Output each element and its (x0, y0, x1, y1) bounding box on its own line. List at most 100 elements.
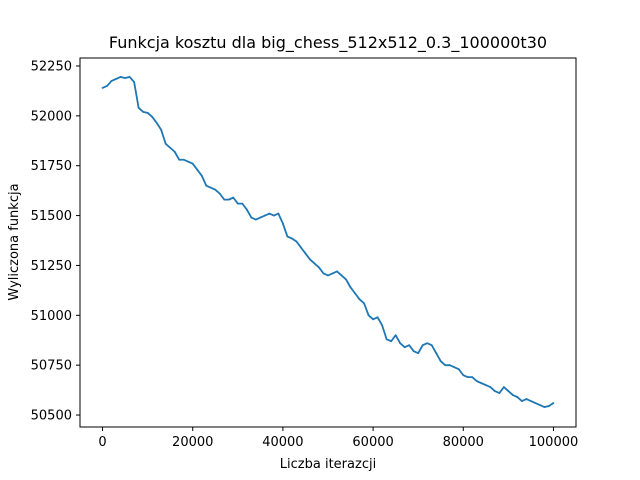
data-point (539, 404, 541, 406)
data-point (133, 81, 136, 83)
x-tick-label: 40000 (262, 435, 303, 450)
data-point (241, 202, 244, 205)
data-point (552, 402, 555, 404)
data-point (124, 77, 126, 79)
data-point (421, 344, 424, 347)
data-point (354, 292, 356, 295)
data-point (507, 390, 510, 392)
x-axis-title: Liczba iterazcji (280, 457, 376, 472)
data-point (426, 342, 429, 345)
data-point (282, 222, 284, 225)
y-tick-label: 51000 (31, 309, 72, 324)
x-tick-label: 60000 (352, 435, 393, 450)
data-point (227, 198, 230, 201)
data-point (489, 386, 492, 389)
data-point (480, 382, 483, 385)
data-point (173, 150, 176, 153)
data-point (498, 392, 501, 394)
data-point (191, 162, 194, 165)
data-point (530, 400, 532, 402)
data-point (367, 314, 370, 317)
data-point (412, 350, 415, 353)
data-point (390, 340, 393, 343)
data-point (336, 270, 338, 273)
y-tick-label: 51250 (31, 259, 72, 274)
data-point (160, 128, 163, 131)
data-point (493, 390, 496, 392)
data-point (525, 398, 528, 400)
data-point (399, 342, 402, 345)
data-point (182, 158, 185, 161)
plot-frame (79, 57, 577, 428)
data-point (462, 374, 465, 377)
x-tick-label: 0 (98, 435, 106, 450)
x-tick-label: 100000 (529, 435, 579, 450)
y-tick-label: 51500 (31, 209, 72, 224)
data-point (403, 346, 406, 349)
y-tick-label: 52250 (31, 59, 72, 74)
data-point (511, 394, 514, 396)
data-point (209, 186, 212, 189)
y-axis: 50500 50750 51000 51250 51500 51750 52000 52250 (31, 59, 80, 424)
data-point (453, 366, 456, 369)
data-point (232, 196, 235, 199)
data-point (119, 76, 122, 78)
data-point (205, 184, 208, 187)
data-point (214, 188, 217, 191)
data-point (417, 352, 420, 355)
data-point (520, 400, 523, 402)
data-point (516, 396, 519, 398)
data-point (223, 198, 226, 201)
data-point (115, 78, 117, 80)
data-point (254, 218, 257, 221)
data-point (277, 212, 280, 215)
data-point (457, 368, 460, 371)
data-point (169, 146, 172, 149)
data-point (439, 360, 442, 363)
data-point (200, 174, 203, 177)
data-point (313, 262, 316, 265)
data-point (155, 121, 158, 124)
data-point (385, 338, 388, 341)
data-point (322, 272, 325, 275)
data-point (196, 168, 199, 171)
data-point (502, 386, 505, 389)
data-point (376, 316, 379, 319)
y-tick-label: 52000 (31, 109, 72, 124)
data-point (394, 334, 397, 337)
y-tick-label: 50500 (31, 409, 72, 424)
data-point (304, 252, 307, 255)
data-point (300, 246, 302, 249)
data-point (363, 302, 365, 305)
x-tick-label: 80000 (443, 435, 484, 450)
data-point (408, 344, 411, 347)
data-point (309, 258, 311, 261)
data-point (137, 106, 140, 109)
data-point (151, 115, 154, 118)
plot-area (101, 76, 555, 408)
data-point (110, 80, 113, 82)
data-point (372, 318, 374, 321)
data-point (444, 364, 447, 367)
data-point (471, 376, 474, 379)
data-point (327, 274, 329, 277)
data-point (128, 76, 131, 78)
data-point (268, 212, 271, 215)
data-point (272, 214, 275, 217)
data-point (358, 298, 361, 301)
data-point (430, 344, 433, 347)
data-point (448, 364, 451, 367)
data-point (146, 111, 149, 114)
data-point (164, 142, 167, 145)
data-point (263, 214, 266, 217)
y-tick-label: 50750 (31, 359, 72, 374)
data-point (318, 266, 320, 269)
data-point (291, 237, 293, 240)
data-point (435, 352, 438, 355)
data-point (178, 158, 181, 161)
data-point (548, 405, 550, 407)
data-point (286, 235, 289, 238)
data-point (331, 272, 334, 275)
